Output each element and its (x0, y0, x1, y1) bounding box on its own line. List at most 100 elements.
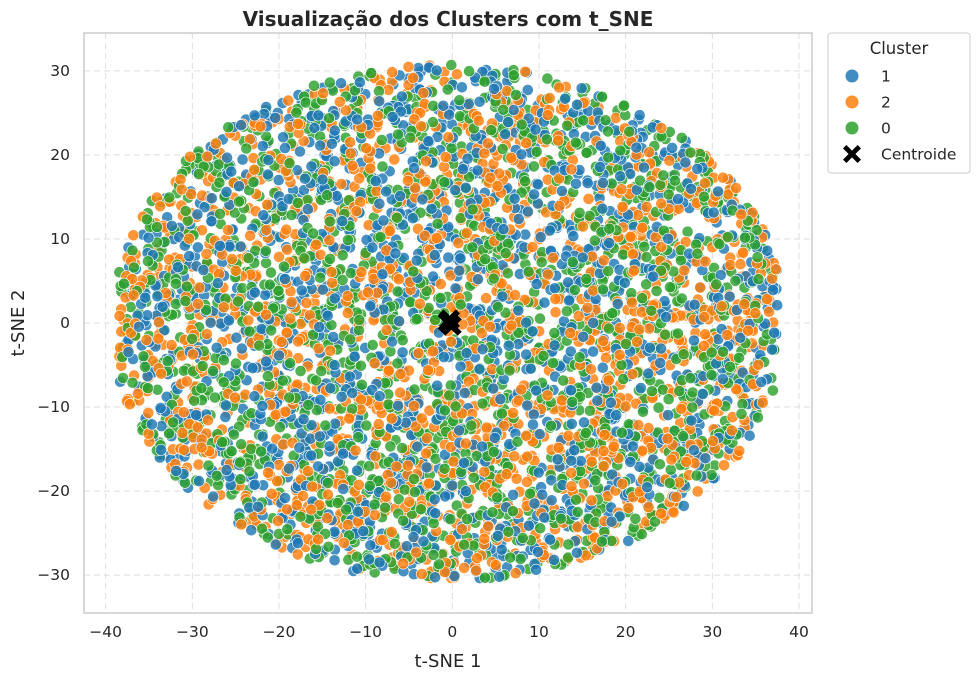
point-cluster-1 (449, 184, 462, 197)
point-cluster-1 (392, 399, 404, 412)
point-cluster-1 (548, 339, 561, 352)
point-cluster-1 (507, 488, 520, 501)
point-cluster-0 (664, 463, 677, 476)
point-cluster-1 (351, 562, 364, 575)
point-cluster-2 (541, 109, 554, 121)
point-cluster-1 (408, 162, 420, 175)
point-cluster-1 (295, 284, 308, 297)
point-cluster-1 (291, 537, 304, 549)
point-cluster-1 (577, 330, 590, 343)
point-cluster-1 (165, 219, 178, 232)
point-cluster-0 (463, 65, 475, 78)
point-cluster-2 (715, 300, 728, 313)
point-cluster-2 (355, 266, 368, 278)
point-cluster-0 (169, 277, 182, 290)
point-cluster-1 (337, 483, 350, 495)
point-cluster-1 (538, 511, 551, 524)
point-cluster-2 (553, 200, 566, 212)
point-cluster-0 (242, 252, 255, 265)
point-cluster-1 (454, 360, 467, 373)
point-cluster-0 (323, 215, 336, 228)
point-cluster-2 (509, 289, 521, 301)
point-cluster-1 (565, 454, 578, 467)
point-cluster-0 (497, 103, 510, 116)
point-cluster-2 (749, 307, 762, 320)
point-cluster-0 (441, 83, 454, 96)
point-cluster-0 (561, 305, 573, 318)
point-cluster-0 (672, 327, 684, 340)
point-cluster-0 (620, 337, 632, 350)
point-cluster-0 (321, 476, 334, 489)
point-cluster-0 (569, 136, 582, 149)
point-cluster-0 (675, 131, 688, 144)
point-cluster-1 (257, 209, 270, 222)
point-cluster-0 (515, 118, 528, 131)
point-cluster-1 (544, 533, 557, 546)
point-cluster-0 (496, 143, 509, 155)
point-cluster-2 (737, 246, 749, 259)
point-cluster-2 (642, 422, 655, 434)
point-cluster-0 (503, 364, 516, 377)
point-cluster-0 (431, 217, 444, 230)
point-cluster-0 (217, 354, 230, 367)
point-cluster-1 (396, 346, 409, 359)
point-cluster-2 (193, 281, 206, 294)
point-cluster-2 (360, 142, 373, 155)
point-cluster-1 (429, 571, 441, 584)
point-cluster-0 (161, 355, 174, 368)
point-cluster-0 (398, 483, 411, 496)
point-cluster-0 (524, 487, 536, 500)
point-cluster-1 (245, 524, 258, 537)
point-cluster-0 (181, 214, 194, 227)
point-cluster-2 (174, 173, 187, 186)
point-cluster-0 (294, 510, 307, 523)
point-cluster-2 (480, 421, 493, 434)
point-cluster-0 (222, 121, 235, 134)
point-cluster-0 (379, 501, 391, 514)
point-cluster-2 (401, 459, 414, 472)
point-cluster-0 (751, 251, 764, 264)
point-cluster-1 (597, 176, 609, 189)
point-cluster-0 (404, 296, 417, 308)
point-cluster-0 (243, 465, 256, 478)
point-cluster-1 (532, 466, 545, 479)
point-cluster-1 (761, 244, 774, 257)
point-cluster-2 (229, 391, 241, 404)
point-cluster-0 (584, 404, 596, 417)
point-cluster-0 (443, 389, 456, 402)
point-cluster-2 (480, 292, 492, 305)
point-cluster-1 (565, 417, 578, 430)
point-cluster-0 (352, 431, 365, 444)
point-cluster-2 (678, 264, 691, 277)
point-cluster-1 (524, 362, 537, 375)
point-cluster-2 (627, 248, 639, 261)
point-cluster-2 (587, 284, 600, 297)
point-cluster-2 (123, 398, 136, 411)
point-cluster-2 (541, 389, 554, 402)
point-cluster-0 (396, 334, 409, 347)
point-cluster-2 (380, 490, 392, 503)
point-cluster-1 (453, 424, 466, 437)
point-cluster-0 (388, 537, 401, 550)
point-cluster-1 (321, 309, 334, 322)
point-cluster-0 (363, 460, 376, 472)
point-cluster-2 (478, 147, 491, 160)
point-cluster-0 (314, 271, 327, 284)
point-cluster-1 (476, 440, 489, 453)
point-cluster-0 (373, 85, 385, 98)
point-cluster-1 (717, 373, 729, 385)
point-cluster-0 (514, 553, 527, 565)
point-cluster-1 (568, 444, 581, 457)
point-cluster-2 (403, 495, 416, 508)
point-cluster-2 (581, 301, 594, 314)
point-cluster-2 (153, 316, 165, 329)
point-cluster-1 (707, 206, 720, 219)
point-cluster-0 (736, 398, 749, 410)
point-cluster-2 (385, 476, 398, 489)
point-cluster-1 (559, 92, 571, 105)
point-cluster-2 (597, 335, 610, 347)
point-cluster-1 (246, 362, 259, 374)
point-cluster-1 (473, 95, 486, 108)
point-cluster-1 (305, 160, 318, 173)
point-cluster-0 (397, 514, 410, 527)
